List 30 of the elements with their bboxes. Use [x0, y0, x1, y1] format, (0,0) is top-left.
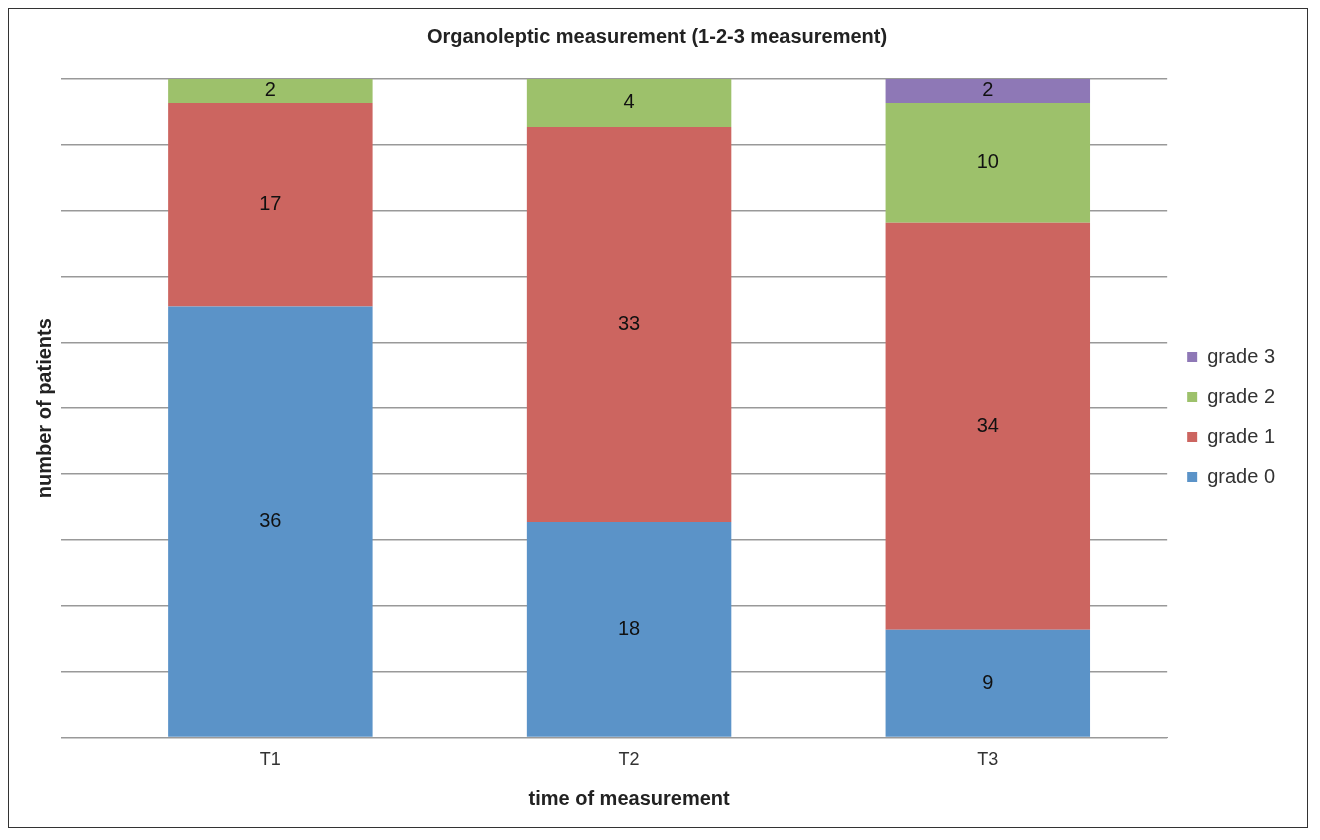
x-tick-label: T2	[618, 749, 640, 770]
x-tick-label: T3	[977, 749, 999, 770]
chart-title: Organoleptic measurement (1-2-3 measurement)	[426, 24, 888, 47]
data-label: 2	[982, 78, 994, 101]
bar	[885, 79, 1091, 103]
bar	[885, 102, 1091, 223]
data-label: 33	[617, 311, 641, 334]
bar	[168, 306, 373, 737]
data-label: 2	[264, 78, 276, 101]
data-label: 17	[259, 192, 282, 215]
data-label: 4	[623, 90, 635, 113]
bar	[526, 521, 732, 737]
legend-label: grade 1	[1207, 424, 1276, 447]
bar	[526, 126, 732, 522]
bar	[168, 79, 373, 103]
data-label: 9	[982, 670, 994, 693]
data-label: 18	[617, 616, 641, 639]
x-tick-label: T1	[259, 749, 281, 770]
x-axis-title: time of measurement	[528, 786, 731, 809]
bar	[885, 222, 1091, 630]
bar	[168, 102, 373, 307]
legend-label: grade 0	[1207, 464, 1276, 487]
legend-label: grade 2	[1207, 384, 1276, 407]
data-label: 10	[976, 150, 999, 173]
legend-label: grade 3	[1207, 344, 1276, 367]
bar	[885, 629, 1091, 737]
data-label: 36	[259, 509, 282, 532]
y-axis-title: number of patients	[32, 318, 55, 499]
bar	[526, 79, 732, 127]
data-label: 34	[976, 413, 999, 436]
